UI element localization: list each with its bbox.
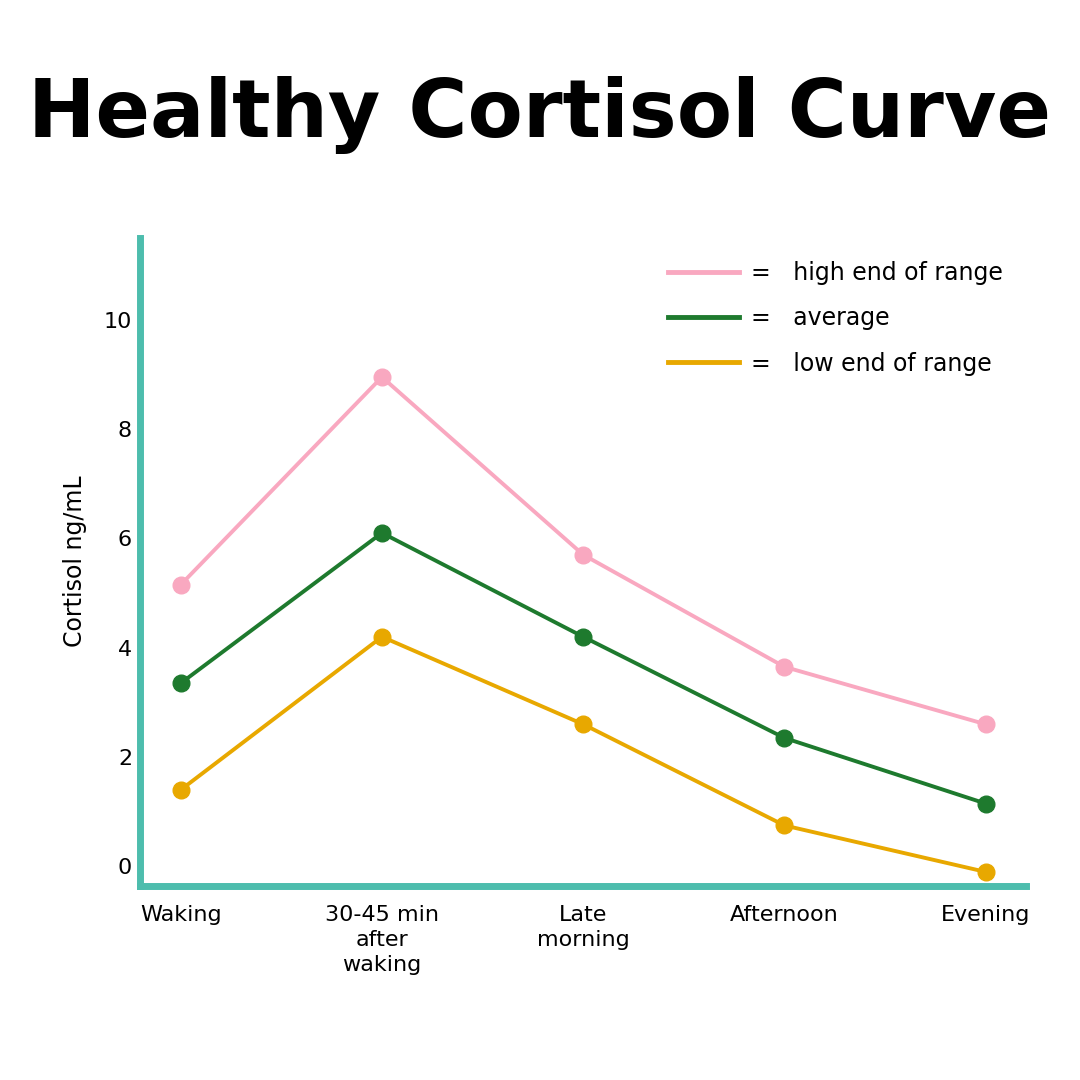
Text: Healthy Cortisol Curve: Healthy Cortisol Curve: [28, 76, 1052, 153]
Legend: =   high end of range, =   average, =   low end of range: = high end of range, = average, = low en…: [656, 249, 1014, 388]
Y-axis label: Cortisol ng/mL: Cortisol ng/mL: [63, 476, 87, 647]
